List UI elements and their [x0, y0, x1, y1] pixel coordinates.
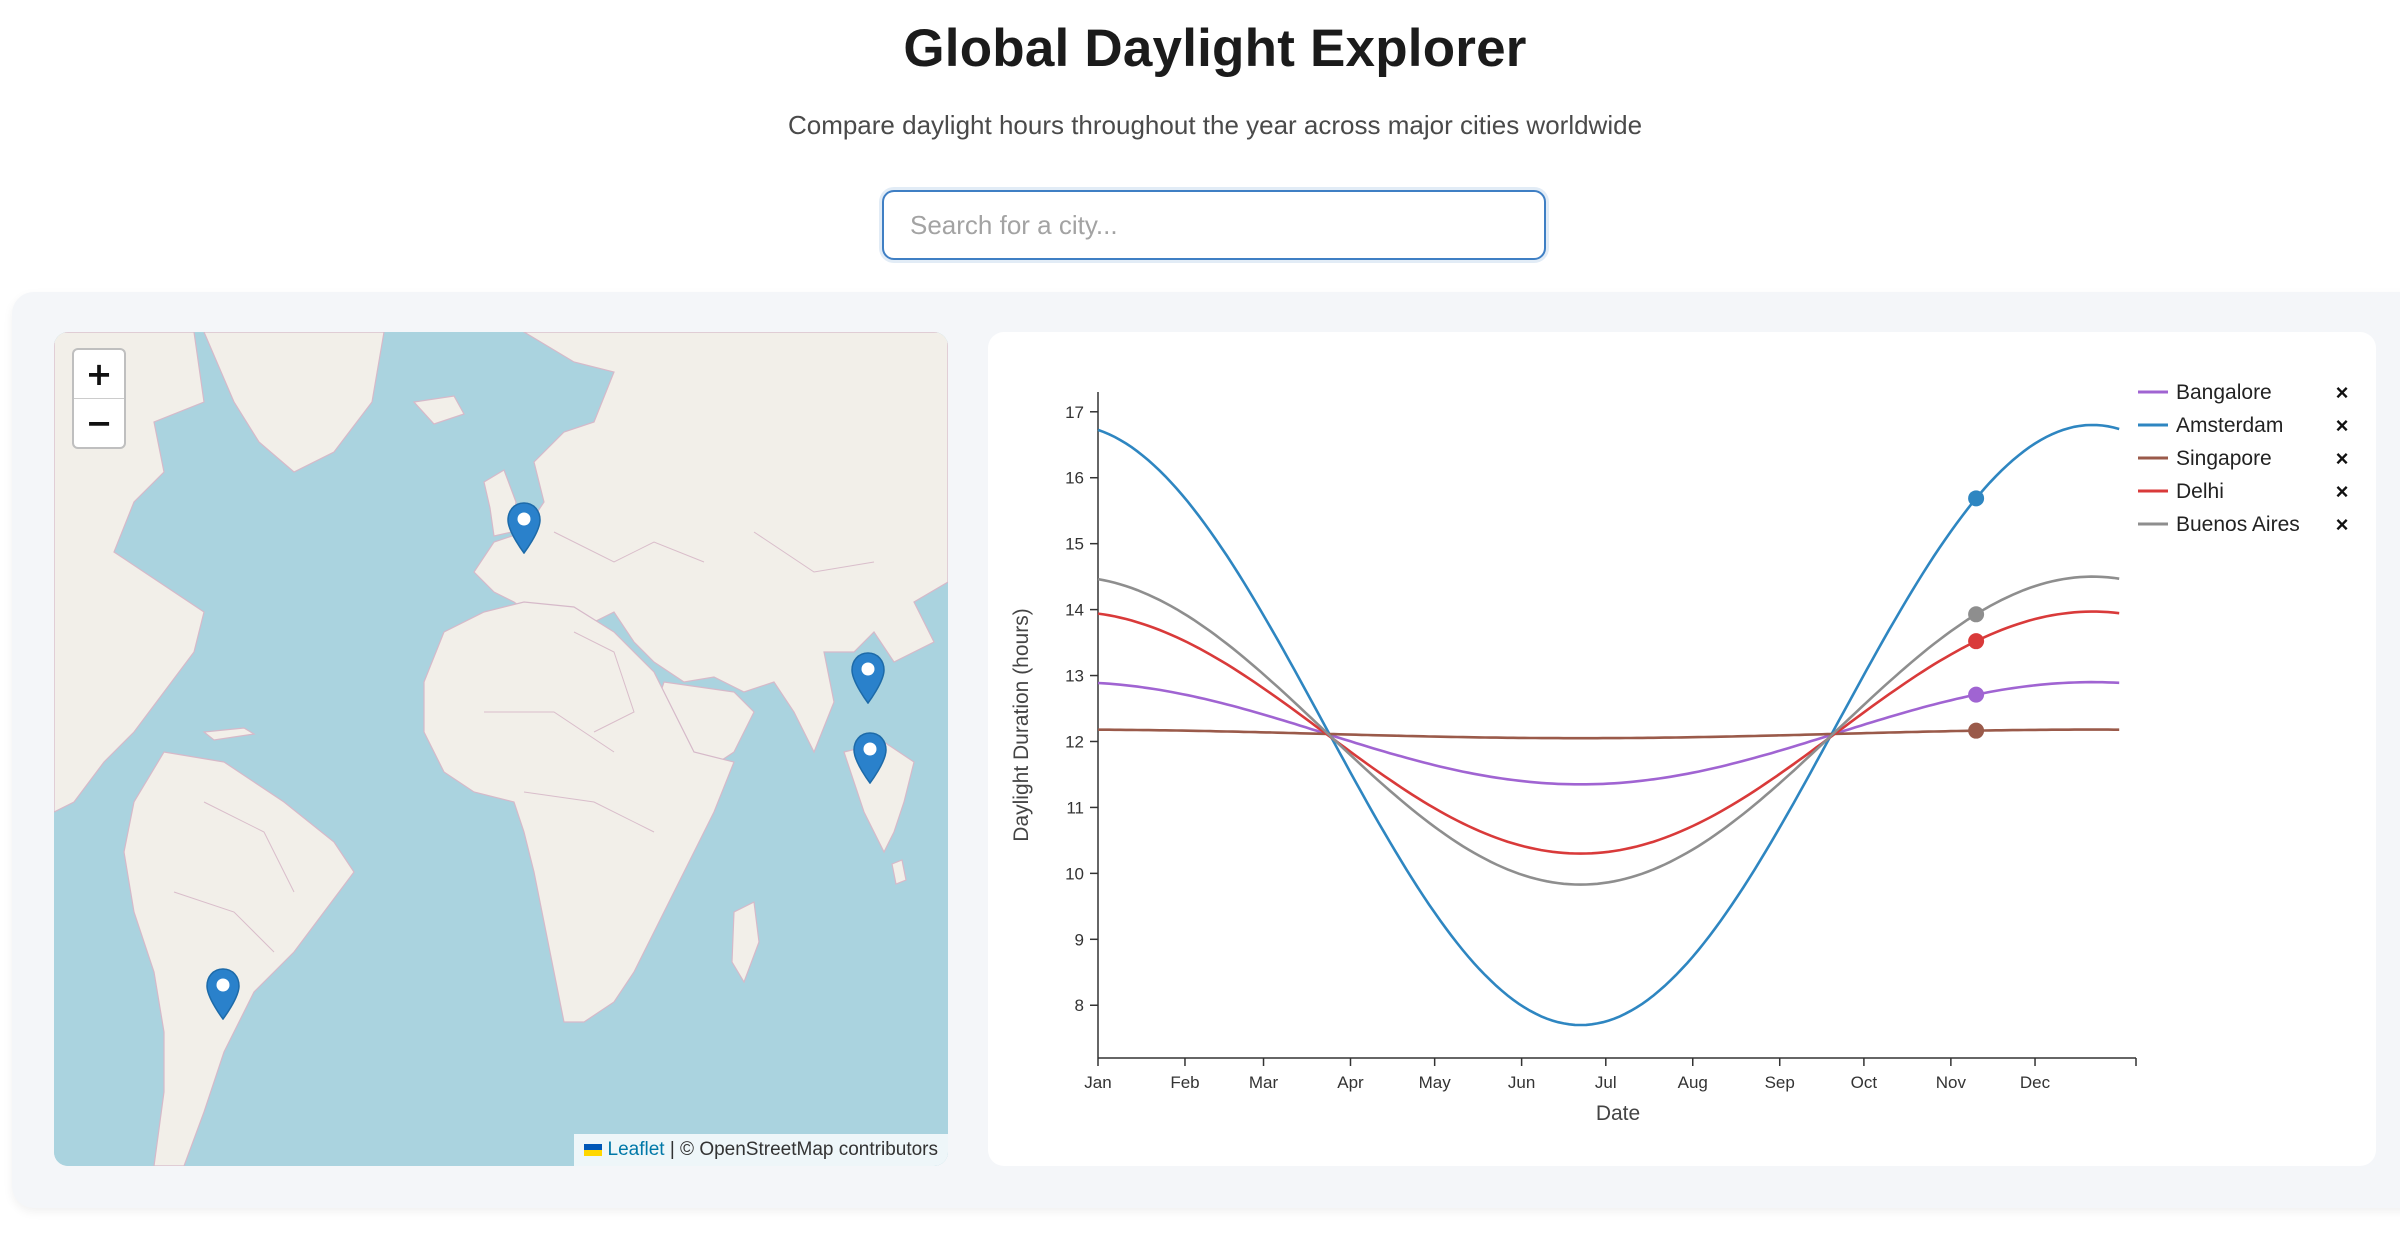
y-tick-label: 17	[1065, 403, 1084, 422]
y-tick-label: 13	[1065, 667, 1084, 686]
x-tick-label: Feb	[1170, 1073, 1199, 1092]
legend-label-singapore: Singapore	[2176, 447, 2272, 470]
y-tick-label: 15	[1065, 535, 1084, 554]
zoom-out-button[interactable]: −	[74, 398, 124, 447]
y-tick-label: 8	[1075, 996, 1084, 1015]
series-line-buenos-aires	[1097, 575, 2120, 886]
daylight-chart: 8 9 10 11 12 13 14 15 16 17 Jan Feb Mar Apr May Jun Jul A…	[1010, 380, 2349, 1125]
legend-remove-delhi-button[interactable]: ×	[2336, 479, 2349, 504]
y-tick-label: 12	[1065, 732, 1084, 751]
x-tick-label: Oct	[1851, 1073, 1878, 1092]
current-date-point-delhi	[1968, 633, 1985, 650]
series-line-delhi	[1097, 610, 2120, 855]
y-tick-label: 14	[1065, 601, 1084, 620]
y-tick-label: 16	[1065, 469, 1084, 488]
map-marker-amsterdam[interactable]	[507, 502, 541, 554]
legend-label-delhi: Delhi	[2176, 480, 2224, 503]
map-marker-bangalore[interactable]	[853, 732, 887, 784]
world-map[interactable]: + − Leaflet | © OpenStreetMap contributo…	[54, 332, 948, 1166]
map-marker-buenos-aires[interactable]	[206, 968, 240, 1020]
map-attribution: Leaflet | © OpenStreetMap contributors	[573, 1134, 948, 1166]
page-subtitle: Compare daylight hours throughout the ye…	[787, 110, 1643, 140]
page-title: Global Daylight Explorer	[903, 19, 1527, 78]
legend-remove-bangalore-button[interactable]: ×	[2336, 380, 2349, 405]
current-date-point-amsterdam	[1968, 490, 1985, 507]
leaflet-link[interactable]: Leaflet	[607, 1139, 665, 1160]
x-tick-label: Aug	[1678, 1073, 1708, 1092]
y-tick-label: 9	[1075, 930, 1084, 949]
series-line-singapore	[1098, 728, 2120, 740]
x-tick-label: Nov	[1936, 1073, 1967, 1092]
legend-remove-amsterdam-button[interactable]: ×	[2336, 413, 2349, 438]
city-search-input[interactable]	[882, 190, 1546, 260]
legend-label-amsterdam: Amsterdam	[2176, 414, 2283, 437]
legend-remove-singapore-button[interactable]: ×	[2336, 446, 2349, 471]
map-zoom-control: + −	[72, 348, 126, 449]
zoom-in-button[interactable]: +	[85, 355, 113, 393]
x-tick-label: Mar	[1249, 1073, 1279, 1092]
map-tiles	[54, 332, 948, 1166]
x-tick-label: Sep	[1765, 1073, 1795, 1092]
y-tick-label: 10	[1065, 864, 1084, 883]
series-line-bangalore	[1097, 680, 2120, 786]
y-axis-label: Daylight Duration (hours)	[1010, 608, 1033, 841]
x-tick-label: Dec	[2020, 1073, 2051, 1092]
legend-label-buenos-aires: Buenos Aires	[2176, 513, 2300, 536]
legend-label-bangalore: Bangalore	[2176, 381, 2272, 404]
osm-attribution-text: | © OpenStreetMap contributors	[669, 1139, 938, 1160]
daylight-chart-card: 8 9 10 11 12 13 14 15 16 17 Jan Feb Mar Apr May Jun Jul A…	[988, 332, 2376, 1166]
x-tick-label: Jul	[1595, 1073, 1617, 1092]
y-tick-label: 11	[1066, 798, 1084, 817]
x-tick-label: Jun	[1508, 1073, 1535, 1092]
x-tick-label: Apr	[1337, 1073, 1364, 1092]
series-line-amsterdam	[1097, 423, 2120, 1027]
legend-remove-buenos-aires-button[interactable]: ×	[2336, 512, 2349, 537]
ukraine-flag-icon	[583, 1143, 602, 1156]
current-date-point-bangalore	[1968, 686, 1985, 703]
map-marker-delhi[interactable]	[851, 652, 885, 704]
x-axis-label: Date	[1596, 1102, 1640, 1125]
current-date-point-buenos-aires	[1968, 606, 1985, 623]
x-tick-label: May	[1419, 1073, 1452, 1092]
current-date-point-singapore	[1968, 722, 1985, 739]
x-tick-label: Jan	[1084, 1073, 1111, 1092]
